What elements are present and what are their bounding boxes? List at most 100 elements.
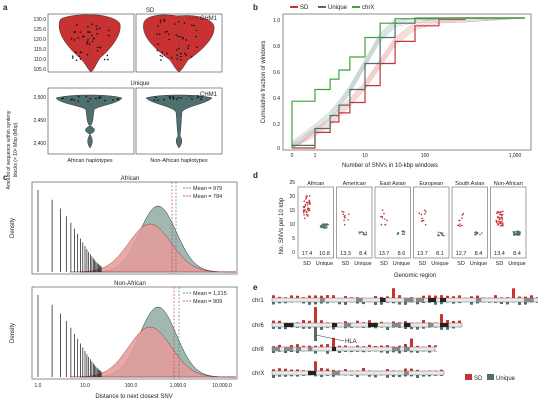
data-point (157, 25, 159, 27)
panel-c-top-legend: Mean = 979 Mean = 784 (183, 186, 222, 200)
panel-c-african-title: African (121, 176, 140, 182)
panel-e: e chr1 chr6 chr8 chrX HLA SD Unique (252, 283, 538, 382)
unique-density-bar (494, 302, 497, 303)
data-point-sd (305, 201, 308, 204)
xcat-unique: Unique (508, 261, 525, 267)
mean-label-unique-bottom: Mean = 1,215 (193, 291, 227, 297)
data-point-sd (498, 218, 501, 221)
hla-label: HLA (345, 339, 357, 345)
data-point (181, 36, 184, 39)
panel-b-ytick: 0.2 (273, 122, 280, 128)
data-point (185, 54, 187, 56)
data-point-unique (358, 232, 361, 235)
data-point-sd (500, 217, 502, 219)
unique-density-bar (314, 351, 317, 354)
data-point-sd (424, 224, 427, 226)
panel-d-group: Non-African 13.4 8.4 SD Unique (490, 181, 527, 267)
data-point-sd (383, 212, 385, 215)
panel-d-frame (490, 186, 527, 259)
data-point-unique (321, 224, 323, 226)
data-point-unique (513, 234, 515, 236)
data-point-sd (308, 199, 311, 202)
unique-density-bar (404, 302, 407, 305)
panel-c-label: c (3, 173, 8, 182)
legend-label-unique: Unique (496, 376, 516, 382)
data-point (176, 58, 178, 60)
sd-density-bar (506, 297, 509, 298)
sd-density-bar (320, 368, 323, 371)
sd-density-bar (386, 296, 389, 298)
unique-density-bar (500, 302, 503, 305)
sd-density-bar (362, 322, 365, 323)
panel-b-frame (282, 13, 532, 151)
data-point-unique (443, 234, 445, 237)
sd-density-bar (374, 295, 377, 298)
chrom-band (332, 347, 337, 351)
data-point-sd (304, 203, 307, 206)
data-point (161, 51, 164, 53)
data-point-unique (479, 233, 481, 236)
group-title: American (343, 181, 366, 187)
panel-a-tick: 2,450 (33, 118, 46, 124)
data-point (166, 30, 168, 33)
panel-b-xtick: 10 (362, 153, 368, 159)
panel-a: a SD Unique Amount of sequence within sy… (3, 3, 223, 189)
data-point (183, 22, 186, 24)
data-point (75, 51, 77, 54)
panel-b-yticks: 1.0 0.8 0.6 0.4 0.2 0 (273, 18, 280, 152)
xcat-sd: SD (419, 261, 427, 267)
unique-density-bar (428, 327, 431, 328)
chrom-band (440, 298, 447, 302)
sd-density-bar (524, 296, 527, 298)
data-point (168, 38, 171, 41)
data-point-sd (386, 219, 388, 222)
chrom-band (404, 323, 411, 327)
data-point-unique (397, 232, 400, 235)
unique-density-bar (308, 302, 311, 305)
data-point-sd (307, 210, 310, 212)
sd-density-bar (278, 296, 281, 298)
data-point-sd (306, 204, 309, 206)
panel-d-label: d (253, 171, 258, 180)
sd-density-bar (392, 370, 395, 371)
panel-b: b SD Unique chrX Cumulative fraction of … (253, 3, 532, 169)
sd-density-bar (410, 338, 413, 347)
data-point (156, 33, 159, 36)
sd-density-bar (278, 368, 281, 371)
data-point (78, 95, 80, 98)
sd-density-bar (302, 345, 305, 347)
data-point (70, 37, 73, 40)
data-point (180, 97, 182, 99)
unique-density-bar (314, 302, 317, 305)
data-point-sd (379, 215, 382, 218)
unique-density-bar (380, 302, 383, 305)
chrom-label: chr1 (252, 298, 264, 304)
sd-density-bar (530, 295, 533, 298)
data-point (169, 96, 172, 99)
chrom-label: chr8 (252, 347, 264, 353)
sd-density-bar (320, 295, 323, 298)
data-point-sd (303, 200, 306, 202)
sd-density-bar (326, 368, 329, 371)
data-point-sd (380, 223, 383, 226)
data-point (157, 43, 160, 45)
data-point-sd (341, 210, 343, 213)
data-point (91, 23, 94, 26)
unique-density-bar (284, 327, 287, 330)
data-point-sd (500, 214, 503, 216)
data-point-sd (307, 207, 309, 209)
data-point (159, 19, 162, 22)
unique-density-bar (290, 351, 293, 353)
sd-density-bar (308, 320, 311, 323)
sd-density-bar (302, 297, 305, 298)
sd-density-bar (272, 369, 275, 371)
sd-density-bar (296, 344, 299, 347)
sd-density-bar (368, 344, 371, 347)
data-point-sd (420, 220, 423, 222)
panel-b-ytick: 0 (277, 146, 280, 152)
chrom-band (356, 298, 363, 302)
sd-density-bar (398, 322, 401, 323)
sd-density-bar (386, 345, 389, 347)
unique-density-bar (386, 351, 389, 354)
panel-a-tick: 105.0 (33, 67, 46, 73)
